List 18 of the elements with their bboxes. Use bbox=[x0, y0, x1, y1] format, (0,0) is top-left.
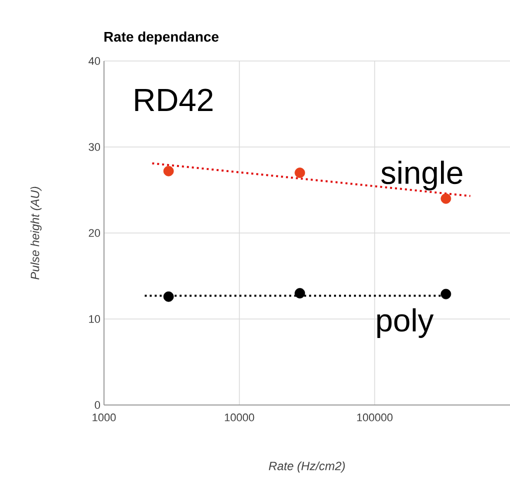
series-label: poly bbox=[377, 308, 434, 338]
y-tick-label: 10 bbox=[89, 315, 100, 323]
x-axis-title: Rate (Hz/cm2) bbox=[268, 461, 345, 473]
point bbox=[163, 166, 174, 176]
y-tick-label: 30 bbox=[88, 143, 100, 151]
y-tick-label: 40 bbox=[88, 57, 100, 65]
x-tick-label: 1000 bbox=[92, 414, 116, 422]
x-tick-label: 10000 bbox=[224, 414, 254, 422]
y-tick-label: 20 bbox=[88, 229, 100, 237]
point bbox=[440, 288, 452, 300]
x-tick-label: 100000 bbox=[357, 414, 393, 422]
annotation: RD42 bbox=[135, 88, 213, 111]
series-label: single bbox=[381, 160, 462, 190]
chart-title: Rate dependance bbox=[104, 31, 219, 44]
point bbox=[440, 193, 452, 204]
y-axis-title: Pulse height (AU) bbox=[30, 186, 42, 280]
y-tick-label: 0 bbox=[94, 401, 100, 409]
point bbox=[163, 291, 174, 302]
